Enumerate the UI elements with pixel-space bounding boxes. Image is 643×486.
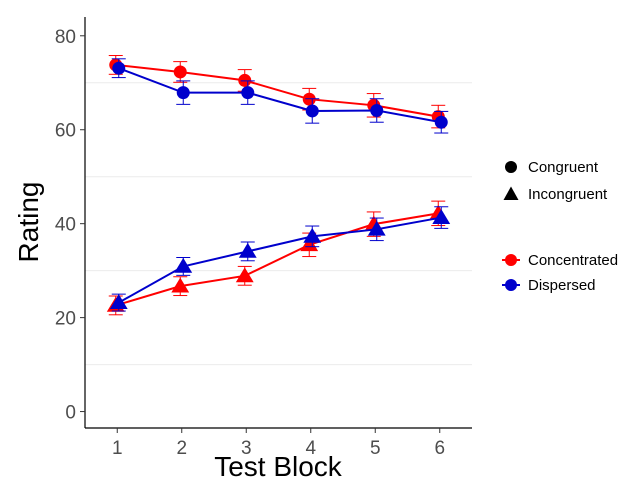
data-point [176,86,190,100]
legend-item-incongruent: Incongruent [503,186,608,203]
data-point [432,209,451,224]
data-point [305,104,319,118]
legend-label: Congruent [528,159,599,176]
x-tick-label-3: 3 [241,438,252,459]
series-line [115,212,439,307]
x-tick-label-5: 5 [370,438,381,459]
x-tick-label-1: 1 [112,438,123,459]
data-point [171,277,190,293]
series-layer [106,55,451,316]
series-concentrated-incongruent [106,200,448,316]
legend-label: Incongruent [528,186,608,203]
legend-item-concentrated: Concentrated [502,252,618,269]
grid-layer [85,82,472,366]
legend-item-dispersed: Dispersed [502,277,596,294]
series-line [118,216,442,304]
legend-key-circle [505,161,517,173]
x-tick-label-2: 2 [176,438,187,459]
y-tick-label-60: 60 [55,121,76,142]
series-concentrated-congruent [108,55,446,129]
data-point [367,220,386,236]
y-tick-label-40: 40 [55,215,76,236]
x-tick-label-4: 4 [305,438,316,459]
data-point [303,227,322,243]
series-line [115,63,439,118]
axes-layer [84,17,472,429]
x-tick-label-6: 6 [434,438,445,459]
y-tick-label-20: 20 [55,309,76,330]
series-line [118,67,442,124]
data-point [241,86,255,100]
data-point [300,236,319,252]
legend: Congruent Incongruent Concentrated Disperse… [502,159,618,294]
data-point [235,267,254,283]
legend-item-congruent: Congruent [505,159,599,176]
data-point [109,294,128,309]
ticks-layer: 0 20 40 60 80 1 2 3 4 5 6 [55,27,445,459]
data-point [434,115,448,129]
data-point [174,257,193,273]
x-axis-title: Test Block [214,451,343,482]
data-point [370,103,384,117]
y-tick-label-80: 80 [55,27,76,48]
legend-key-dot [505,279,517,291]
legend-label: Concentrated [528,252,618,269]
data-point [173,65,187,79]
data-point [238,242,257,258]
legend-key-dot [505,254,517,266]
legend-key-triangle [503,186,519,200]
y-tick-label-0: 0 [65,403,76,424]
series-dispersed-congruent [111,58,449,134]
y-axis-title: Rating [13,182,44,263]
data-point [112,61,126,75]
legend-label: Dispersed [528,277,596,294]
series-dispersed-incongruent [109,206,451,312]
